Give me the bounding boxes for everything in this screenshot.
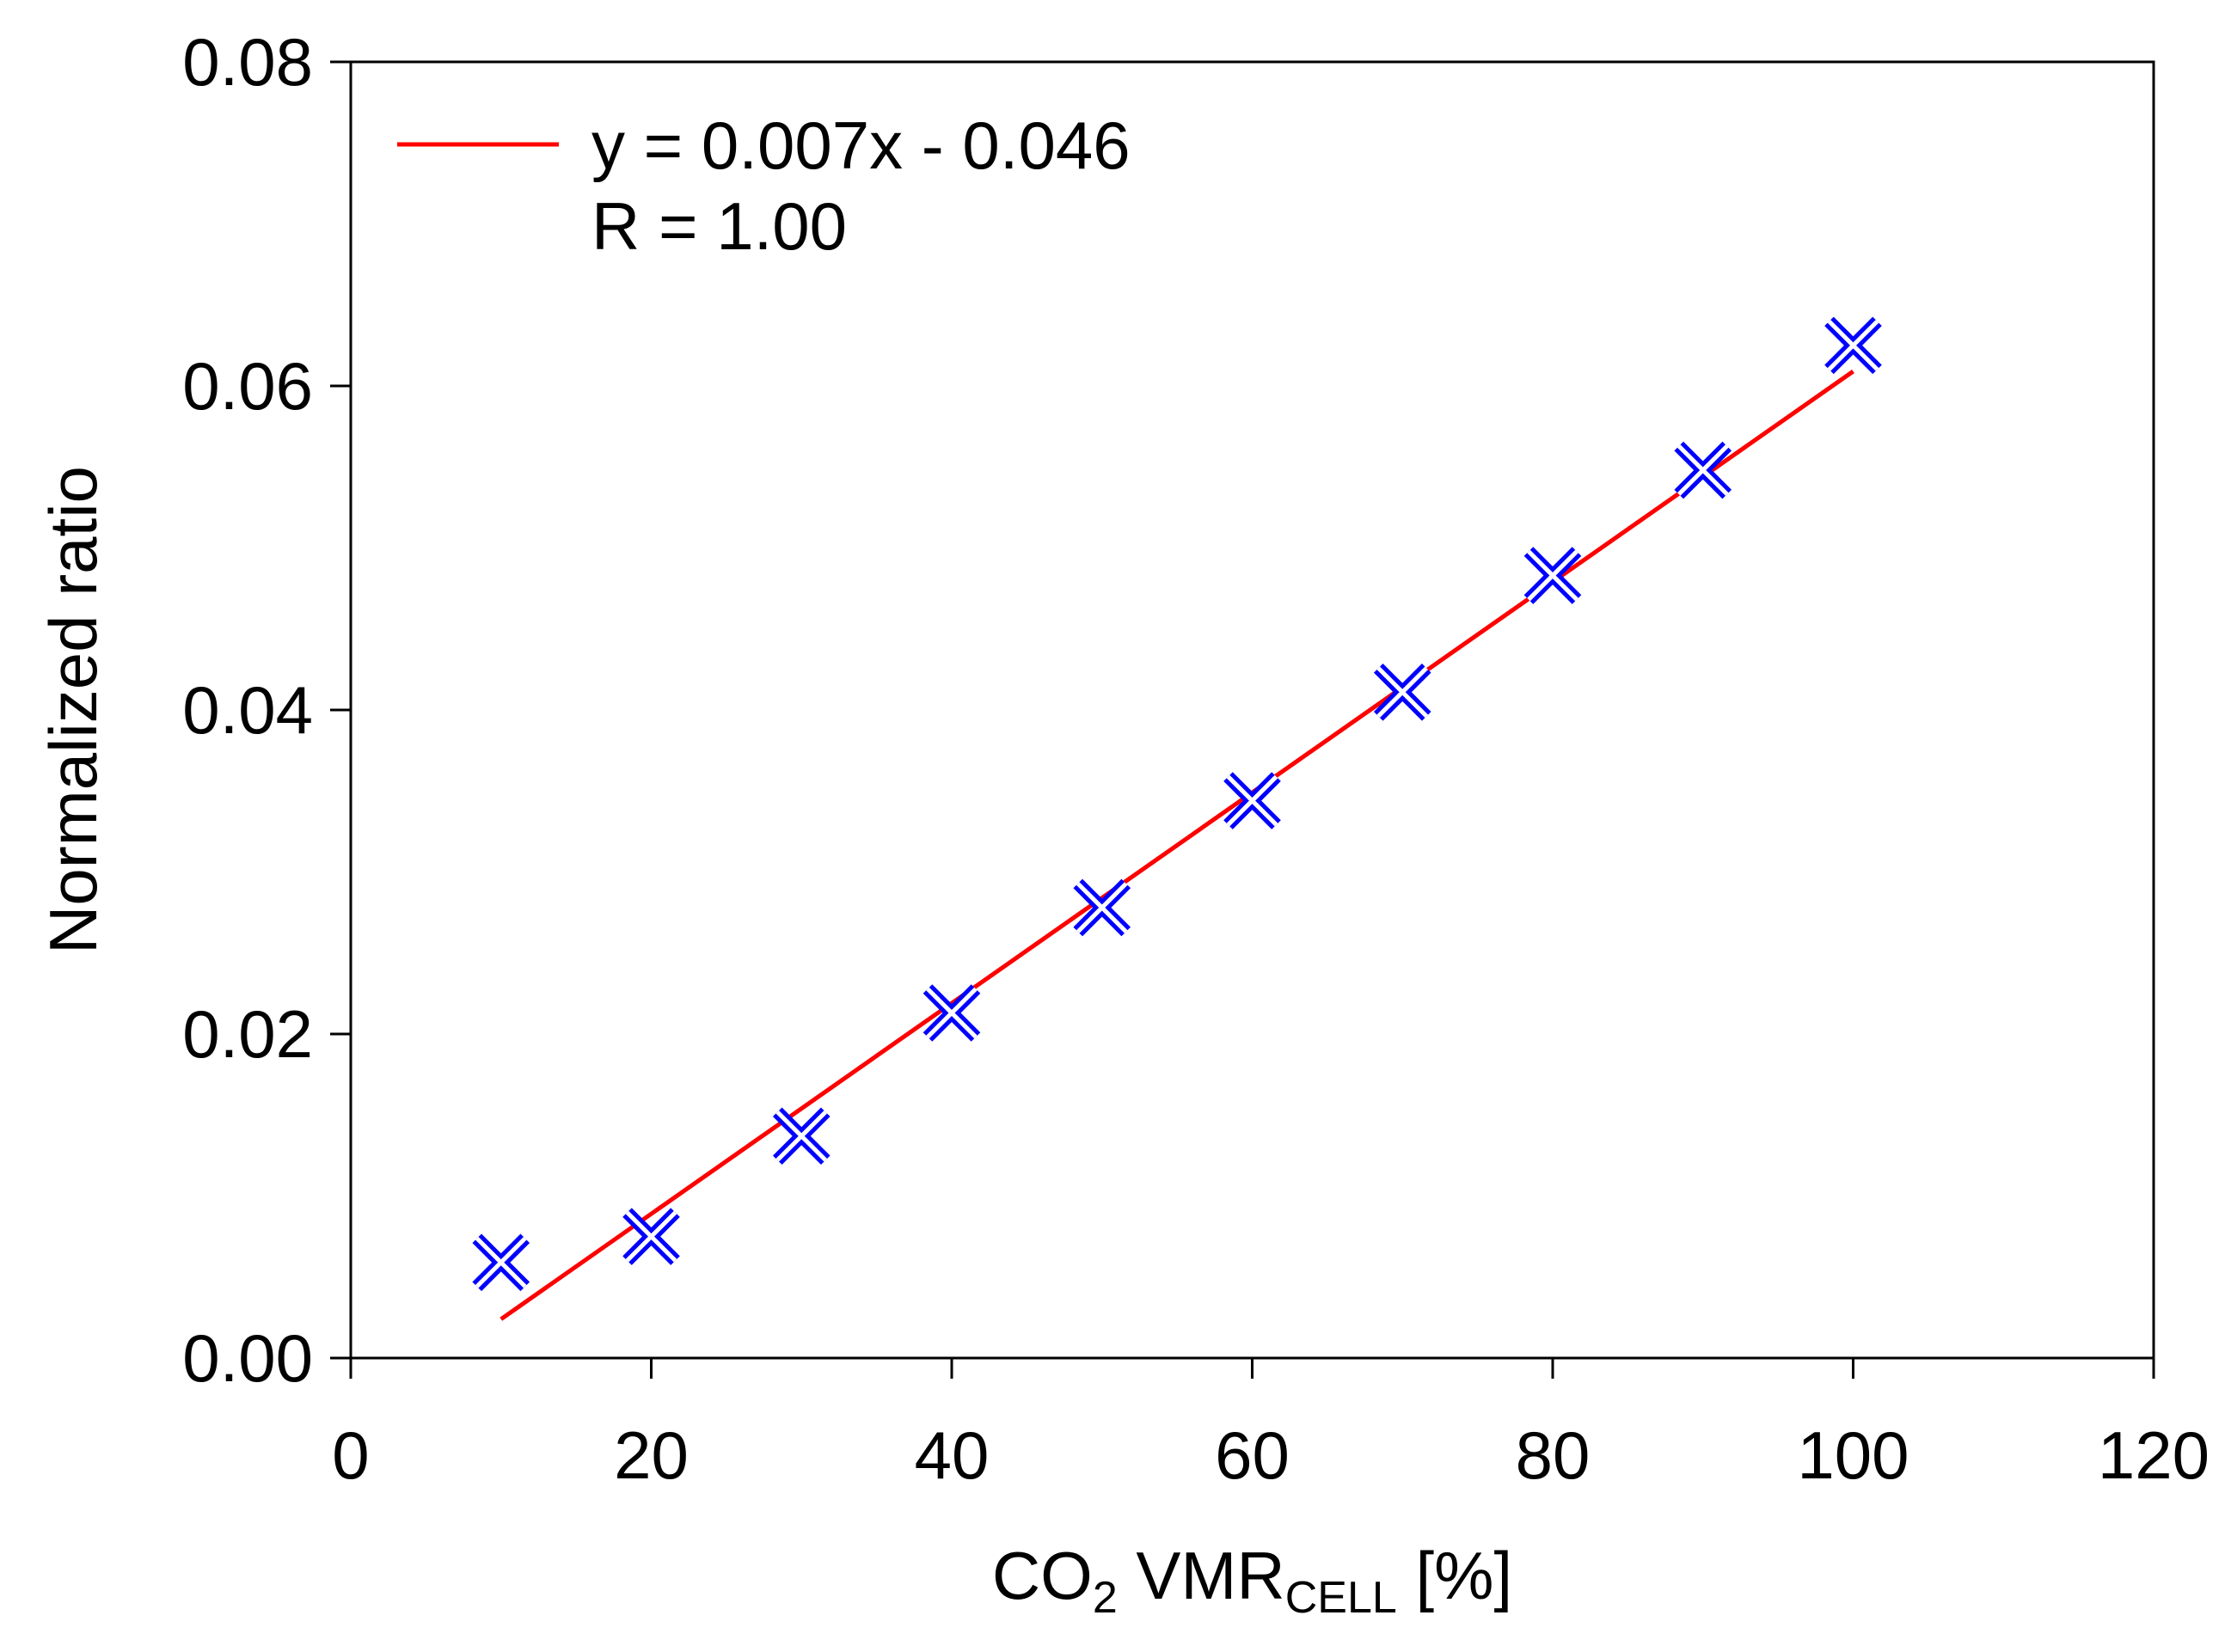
- data-points: [472, 316, 1882, 1292]
- x-tick-label: 80: [1516, 1417, 1591, 1493]
- y-tick-label: 0.08: [182, 24, 313, 100]
- axis-tick-labels: 0 20 40 60 80 100 120 0.00 0.02 0.04 0.06 0.08: [182, 24, 2210, 1493]
- data-point: [772, 1107, 831, 1166]
- y-tick-label: 0.00: [182, 1320, 313, 1396]
- legend-equation: y = 0.007x - 0.046: [591, 107, 1131, 183]
- data-point: [1674, 441, 1732, 499]
- y-tick-label: 0.06: [182, 348, 313, 424]
- data-point: [1223, 772, 1281, 829]
- x-tick-label: 120: [2098, 1417, 2210, 1493]
- x-tick-label: 20: [614, 1417, 689, 1493]
- axis-ticks: [330, 60, 2155, 1379]
- x-axis-title-mid: VMR: [1118, 1538, 1285, 1613]
- data-point: [1824, 316, 1882, 375]
- x-axis-title-main: CO: [992, 1538, 1093, 1613]
- x-axis-title-tail: [%]: [1397, 1538, 1512, 1613]
- x-tick-label: 40: [915, 1417, 990, 1493]
- data-point: [922, 984, 981, 1042]
- x-axis-title: CO2 VMRCELL [%]: [992, 1538, 1512, 1623]
- data-point: [1373, 663, 1431, 721]
- fit-line: [500, 369, 1854, 1321]
- x-tick-label: 100: [1797, 1417, 1909, 1493]
- x-tick-label: 60: [1215, 1417, 1290, 1493]
- y-tick-label: 0.04: [182, 672, 313, 748]
- fit-line-group: [500, 369, 1854, 1321]
- x-axis-title-sub2: CELL: [1285, 1573, 1397, 1623]
- x-axis-title-sub1: 2: [1093, 1573, 1118, 1623]
- legend-r-value: R = 1.00: [591, 188, 847, 264]
- data-point: [1523, 547, 1582, 604]
- data-point: [622, 1208, 680, 1265]
- y-axis-title: Normalized ratio: [35, 466, 111, 954]
- legend: y = 0.007x - 0.046 R = 1.00: [397, 107, 1131, 264]
- x-tick-label: 0: [332, 1417, 369, 1493]
- data-point: [1073, 878, 1131, 937]
- y-tick-label: 0.02: [182, 996, 313, 1072]
- data-point: [472, 1233, 530, 1292]
